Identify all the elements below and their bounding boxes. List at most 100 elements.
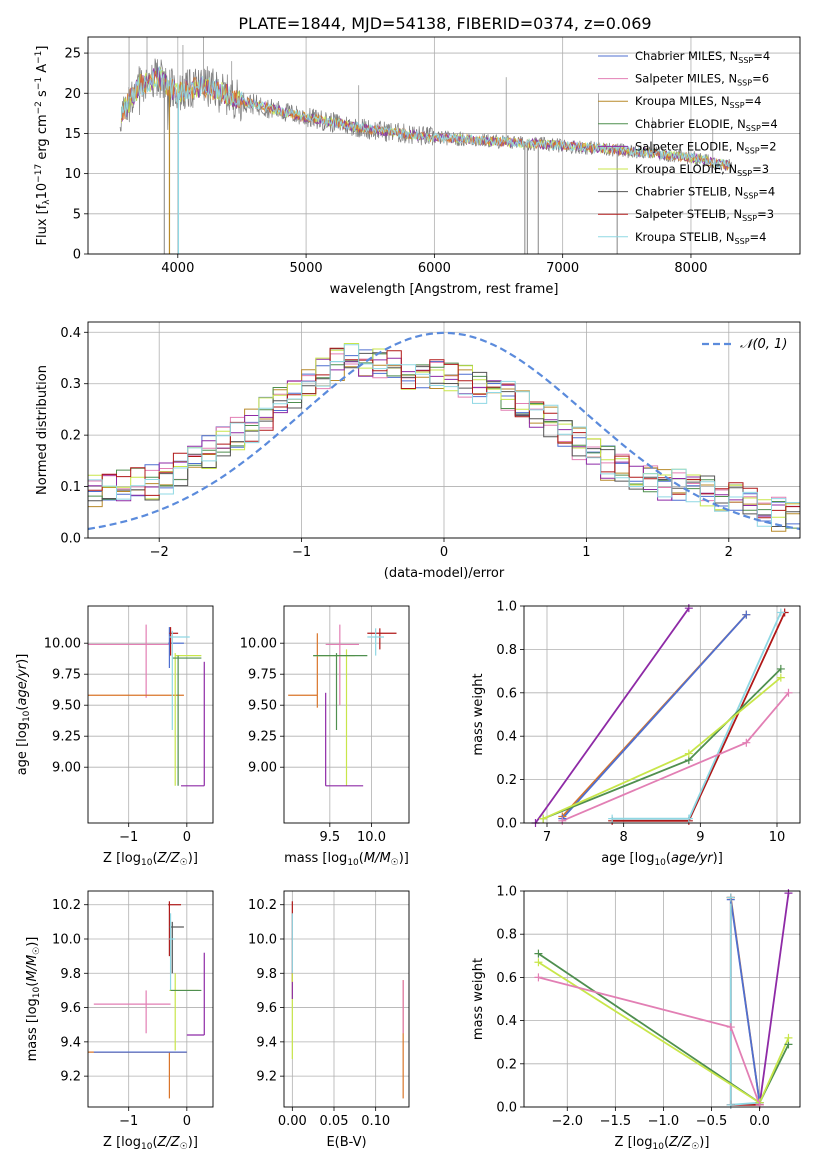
- weight-series-line: [758, 893, 790, 1105]
- legend-entry: Chabrier MILES, NSSP=4: [635, 49, 770, 65]
- y-tick-label: 1.0: [496, 600, 517, 615]
- y-tick-label: 0: [73, 248, 81, 263]
- y-tick-label: 10.0: [248, 933, 277, 948]
- axes-frame: [283, 890, 410, 1108]
- x-tick-label: −1.0: [648, 1114, 680, 1129]
- y-tick-label: 0.8: [496, 928, 517, 943]
- grid: [524, 890, 800, 1108]
- x-axis-label-part: Z/Z: [668, 1135, 692, 1150]
- x-tick-label: −1: [119, 1114, 138, 1129]
- weight-series-line: [534, 607, 690, 823]
- x-tick-label: −1: [119, 830, 138, 845]
- x-tick-label: 0: [183, 830, 191, 845]
- weight-marker: [726, 893, 735, 902]
- x-axis-label-part: Z [log: [103, 851, 141, 866]
- panel-age_vs_mass: 9.5 10.0 9.00 9.25 9.50 9.75 10.00 mass [log10(…: [240, 605, 410, 868]
- legend-entry: Kroupa ELODIE, NSSP=3: [635, 162, 769, 178]
- residual-histogram: [88, 347, 800, 519]
- weight-marker: [608, 814, 617, 823]
- y-tick-label: 9.75: [52, 668, 81, 683]
- axes-frame: [87, 605, 214, 824]
- x-axis-label: age [log10(age/yr)]: [601, 851, 723, 868]
- residual-histogram: [88, 348, 800, 527]
- y-axis-label-part: ]: [35, 46, 50, 51]
- y-tick-label: 10.2: [248, 898, 277, 913]
- x-axis-label-part: )]: [188, 851, 198, 866]
- x-tick-label: 5000: [290, 261, 323, 276]
- weight-series-line: [561, 614, 747, 820]
- y-tick-label: 9.4: [256, 1035, 277, 1050]
- weight-marker: [742, 738, 751, 747]
- x-axis-label-part: 10: [652, 1142, 664, 1152]
- legend-suffix: =3: [752, 162, 769, 176]
- weight-marker: [558, 816, 567, 825]
- weight-marker: [776, 673, 785, 682]
- y-axis-label-part: 10: [22, 710, 32, 722]
- weight-marker: [776, 608, 785, 617]
- weight-marker: [684, 749, 693, 758]
- weight-series-line: [561, 692, 790, 822]
- residual-histogram: [88, 353, 800, 504]
- x-axis-label: Z [log10(Z/Z☉)]: [103, 1135, 198, 1152]
- weight-series-line: [538, 976, 761, 1106]
- x-tick-label: 0: [183, 1114, 191, 1129]
- y-tick-label: 0.0: [60, 532, 81, 547]
- y-axis-label: Normed distribution: [35, 365, 50, 495]
- y-tick-label: 0.4: [496, 730, 517, 745]
- x-axis-label-part: Z/Z: [157, 1135, 181, 1150]
- y-axis-label-part: mass weight: [471, 958, 486, 1040]
- legend-suffix: =4: [753, 49, 770, 63]
- y-axis-label-part: mass weight: [471, 673, 486, 755]
- x-tick-label: −2.0: [551, 1114, 583, 1129]
- y-tick-label: 1.0: [496, 885, 517, 900]
- x-axis-label-part: ☉: [691, 1142, 699, 1152]
- x-axis-label-part: (: [152, 1135, 157, 1150]
- y-axis-label-part: −2: [34, 101, 44, 114]
- plot-area: [291, 901, 404, 1099]
- x-axis-label-part: )]: [713, 851, 723, 866]
- y-tick-label: 10.00: [240, 637, 277, 652]
- axes-frame: [283, 605, 410, 824]
- x-axis-label: Z [log10(Z/Z☉)]: [615, 1135, 710, 1152]
- x-axis-label-part: (data-model)/error: [384, 566, 505, 581]
- axes-frame: [87, 36, 801, 255]
- x-axis-label-part: ☉: [180, 1142, 188, 1152]
- x-tick-label: −1: [292, 545, 311, 560]
- y-tick-label: 9.50: [248, 699, 277, 714]
- x-axis-label: mass [log10(M/M☉)]: [284, 851, 409, 868]
- legend-label: Kroupa STELIB, N: [635, 230, 735, 244]
- x-axis-label: Z [log10(Z/Z☉)]: [103, 851, 198, 868]
- y-axis-label-part: s: [35, 90, 50, 101]
- y-tick-label: 9.2: [256, 1070, 277, 1085]
- y-tick-label: 10.0: [52, 933, 81, 948]
- x-axis-label-part: age/yr: [671, 851, 714, 866]
- x-axis-label-part: (: [664, 1135, 669, 1150]
- x-tick-label: 6000: [418, 261, 451, 276]
- panel-spectrum: 4000 5000 6000 7000 8000 0 5 10 15 20 25 wavelength…: [34, 36, 801, 297]
- legend-label: Salpeter MILES, N: [635, 72, 737, 86]
- weight-marker: [742, 610, 751, 619]
- x-axis-label-part: Z [log: [615, 1135, 653, 1150]
- y-tick-label: 20: [64, 87, 81, 102]
- weight-series-line: [729, 899, 761, 1103]
- y-axis-label-part: mass [log: [25, 998, 40, 1061]
- y-tick-label: 0.6: [496, 686, 517, 701]
- y-axis-label: mass weight: [471, 673, 486, 755]
- legend-suffix: =4: [761, 117, 778, 131]
- y-tick-label: 5: [73, 207, 81, 222]
- y-axis-label-part: (: [25, 982, 40, 987]
- x-axis-label-part: ☉: [391, 858, 399, 868]
- x-tick-label: 0.0: [749, 1114, 770, 1129]
- x-axis-label-part: (: [152, 851, 157, 866]
- residual-histogram: [88, 344, 800, 527]
- grid: [88, 606, 213, 823]
- weight-marker: [684, 814, 693, 823]
- legend-entry: Salpeter ELODIE, NSSP=2: [635, 139, 777, 155]
- legend-entry: Chabrier STELIB, NSSP=4: [635, 185, 775, 201]
- x-axis-label-part: Z/Z: [157, 851, 181, 866]
- y-axis-label-part: )]: [15, 654, 30, 664]
- y-axis-label-part: −1: [34, 77, 44, 90]
- y-tick-label: 9.75: [248, 668, 277, 683]
